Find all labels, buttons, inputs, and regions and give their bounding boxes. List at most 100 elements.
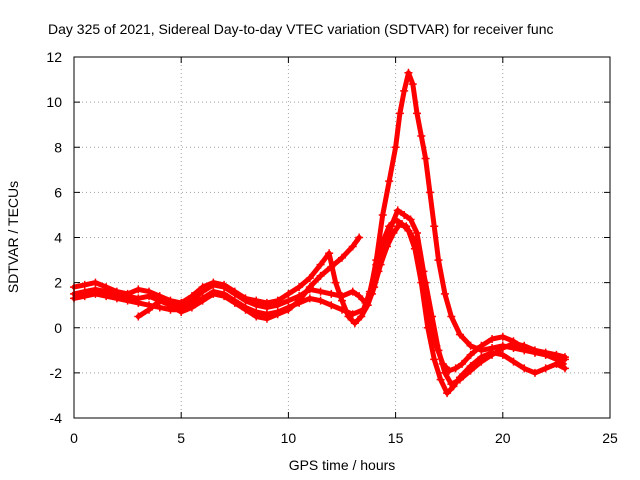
data-point (134, 298, 143, 307)
data-point (80, 280, 89, 289)
data-point (449, 382, 458, 391)
data-point (252, 312, 261, 321)
series-track-e (359, 215, 569, 398)
data-point (295, 283, 304, 292)
data-point (458, 359, 467, 368)
data-point (262, 298, 271, 307)
data-point (477, 353, 486, 362)
data-point (391, 143, 400, 152)
data-point (447, 312, 456, 321)
data-point (262, 314, 271, 323)
data-point (477, 346, 486, 355)
data-point (338, 296, 346, 305)
data-point (434, 256, 443, 265)
data-point (552, 359, 561, 368)
data-point (440, 368, 449, 377)
data-point (408, 80, 417, 89)
data-point (331, 278, 340, 287)
data-point (112, 294, 121, 303)
data-point (560, 364, 569, 373)
data-point (350, 319, 359, 328)
data-point (357, 312, 366, 321)
y-tick-label: 2 (54, 275, 62, 291)
data-point (455, 330, 464, 339)
data-point (112, 287, 121, 296)
data-point (284, 289, 293, 298)
data-point (541, 364, 550, 373)
y-tick-label: -4 (50, 410, 63, 426)
data-point (434, 346, 443, 355)
data-point (355, 292, 364, 301)
data-point (385, 222, 394, 231)
data-point (417, 278, 426, 287)
data-point (91, 289, 100, 298)
data-point (155, 296, 164, 305)
data-point (413, 109, 422, 118)
data-point (423, 323, 432, 332)
data-point (466, 341, 475, 350)
data-point (400, 86, 409, 95)
series-track-c (70, 219, 569, 389)
data-point (338, 253, 346, 262)
data-point (404, 226, 413, 235)
x-tick-label: 0 (70, 430, 78, 446)
data-point (400, 210, 409, 219)
grid (74, 57, 610, 418)
data-point (520, 341, 529, 350)
chart-title: Day 325 of 2021, Sidereal Day-to-day VTE… (48, 21, 554, 37)
data-point (305, 294, 314, 303)
data-point (385, 177, 394, 186)
x-axis-label: GPS time / hours (289, 457, 396, 473)
data-point (509, 339, 518, 348)
data-point (488, 348, 497, 357)
data-point (455, 373, 464, 382)
data-point (430, 355, 439, 364)
data-point (177, 298, 186, 307)
data-point (316, 260, 325, 269)
data-point (413, 228, 422, 237)
data-point (187, 303, 196, 312)
data-point (488, 335, 497, 344)
data-point (393, 206, 402, 215)
data-point (134, 312, 143, 321)
data-point (372, 260, 381, 269)
data-point (404, 68, 413, 77)
x-tick-label: 25 (602, 430, 618, 446)
data-point (391, 215, 400, 224)
data-point (466, 362, 475, 371)
data-point (134, 285, 143, 294)
data-point (421, 154, 430, 163)
data-point (451, 364, 460, 373)
y-tick-label: 4 (54, 230, 62, 246)
data-point (284, 305, 293, 314)
data-point (378, 210, 387, 219)
data-point (348, 287, 357, 296)
data-point (509, 357, 518, 366)
series-band (360, 216, 568, 396)
data-point (91, 278, 100, 287)
x-axis: 0 5 10 15 20 25 (70, 57, 618, 446)
data-point (252, 296, 261, 305)
data-point (389, 228, 398, 237)
data-point (530, 346, 539, 355)
data-point (220, 292, 229, 301)
data-point (145, 305, 154, 314)
data-point (520, 364, 529, 373)
data-point (327, 262, 336, 271)
data-point (316, 296, 325, 305)
data-point (123, 289, 132, 298)
y-tick-label: 12 (46, 49, 62, 65)
data-point (273, 310, 282, 319)
series-band (71, 70, 566, 367)
data-point (155, 303, 164, 312)
data-point (359, 305, 368, 314)
data-point (102, 283, 111, 292)
data-point (436, 375, 445, 384)
data-point (273, 296, 282, 305)
series-track-d (134, 233, 364, 323)
y-tick-label: -2 (50, 365, 63, 381)
data-point (398, 219, 407, 228)
data-point (327, 289, 336, 298)
data-point (209, 289, 218, 298)
